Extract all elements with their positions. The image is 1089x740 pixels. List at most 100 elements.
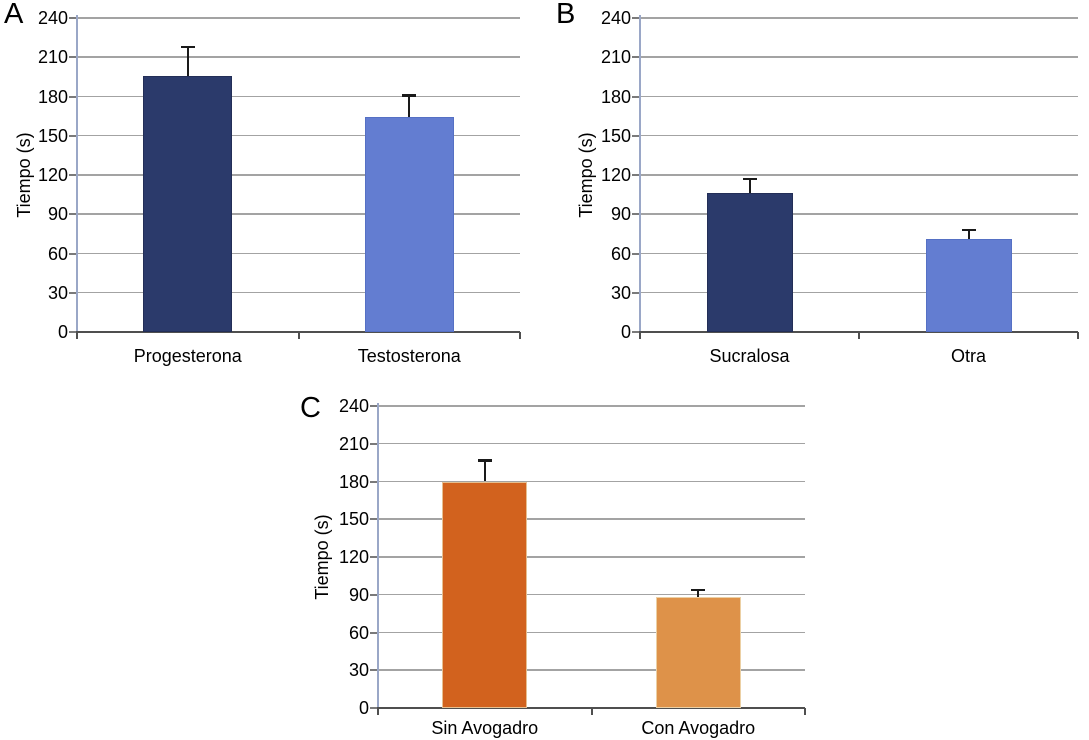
- error-bar-cap-testosterona: [402, 94, 417, 97]
- y-tick-label: 30: [47, 282, 68, 303]
- y-tick-label: 120: [600, 165, 631, 185]
- panel-label-c: C: [300, 392, 321, 424]
- y-tick-label: 210: [338, 433, 369, 454]
- gridline: [640, 17, 1078, 19]
- y-tick-mark: [69, 17, 77, 19]
- y-tick-label: 150: [600, 125, 631, 146]
- y-tick-label: 90: [610, 204, 631, 225]
- gridline: [77, 252, 520, 254]
- y-tick-label: 0: [57, 322, 68, 342]
- category-label-sin-avogadro: Sin Avogadro: [431, 718, 539, 738]
- gridline: [640, 291, 1078, 294]
- gridline: [77, 95, 520, 97]
- y-tick-label: 30: [348, 660, 369, 681]
- bar-sin-avogadro: [442, 481, 528, 708]
- y-tick-mark: [632, 95, 640, 98]
- x-tick-mark: [639, 332, 641, 339]
- error-bar-cap-progesterona: [180, 45, 195, 49]
- bar-con-avogadro: [655, 597, 741, 708]
- y-tick-label: 210: [600, 47, 631, 68]
- x-tick-mark: [590, 708, 593, 715]
- y-tick-label: 150: [338, 509, 369, 530]
- y-tick-label: 240: [338, 396, 369, 416]
- gridline: [378, 631, 805, 633]
- error-bar-cap-sucralosa: [742, 177, 757, 181]
- y-tick-mark: [632, 134, 640, 137]
- y-tick-mark: [632, 252, 640, 255]
- category-label-con-avogadro: Con Avogadro: [641, 718, 756, 738]
- y-tick-label: 240: [37, 8, 68, 28]
- y-tick-label: 180: [600, 86, 631, 107]
- y-tick-mark: [370, 707, 378, 709]
- gridline: [640, 252, 1078, 254]
- y-tick-label: 90: [348, 584, 369, 605]
- gridline: [77, 134, 520, 137]
- panel-label-a: A: [4, 0, 24, 30]
- y-tick-label: 0: [620, 322, 631, 342]
- y-tick-mark: [69, 331, 77, 333]
- y-axis-line: [76, 15, 78, 332]
- y-tick-mark: [370, 518, 378, 521]
- bar-testosterona: [364, 117, 454, 332]
- gridline: [77, 56, 520, 58]
- bar-otra: [925, 239, 1012, 332]
- y-tick-mark: [370, 405, 378, 407]
- error-bar-line-progesterona: [186, 46, 189, 76]
- y-tick-mark: [632, 17, 640, 19]
- y-tick-mark: [632, 213, 640, 216]
- error-bar-cap-otra: [961, 228, 976, 232]
- gridline: [378, 556, 805, 558]
- gridline: [378, 442, 805, 445]
- x-tick-mark: [297, 332, 300, 339]
- y-axis-line: [639, 15, 641, 332]
- error-bar-line-sin-avogadro: [483, 460, 486, 482]
- y-tick-label: 90: [47, 204, 68, 225]
- x-tick-mark: [1077, 332, 1079, 339]
- gridline: [378, 405, 805, 407]
- bar-sucralosa: [706, 193, 793, 332]
- category-label-sucralosa: Sucralosa: [709, 346, 790, 366]
- gridline: [640, 95, 1078, 97]
- error-bar-cap-con-avogadro: [691, 588, 706, 592]
- gridline: [640, 134, 1078, 137]
- y-tick-mark: [632, 291, 640, 294]
- x-tick-mark: [76, 332, 78, 339]
- error-bar-line-sucralosa: [748, 178, 751, 194]
- y-tick-label: 30: [610, 282, 631, 303]
- gridline: [77, 17, 520, 19]
- bar-progesterona: [143, 75, 233, 332]
- error-bar-cap-sin-avogadro: [477, 459, 492, 462]
- error-bar-line-otra: [967, 229, 970, 240]
- error-bar-line-con-avogadro: [697, 589, 700, 598]
- y-tick-label: 240: [600, 8, 631, 28]
- y-tick-label: 120: [338, 547, 369, 567]
- y-tick-label: 150: [37, 125, 68, 146]
- x-tick-mark: [377, 708, 379, 715]
- y-tick-mark: [69, 56, 77, 59]
- y-tick-mark: [370, 480, 378, 483]
- y-tick-label: 120: [37, 165, 68, 185]
- y-tick-mark: [370, 442, 378, 445]
- category-label-otra: Otra: [950, 346, 986, 366]
- y-tick-label: 60: [610, 243, 631, 264]
- y-tick-mark: [69, 174, 77, 176]
- gridline: [77, 291, 520, 294]
- y-tick-label: 60: [348, 622, 369, 643]
- error-bar-line-testosterona: [408, 95, 411, 118]
- gridline: [378, 518, 805, 520]
- y-tick-label: 60: [47, 243, 68, 264]
- gridline: [378, 480, 805, 482]
- y-tick-mark: [370, 631, 378, 634]
- y-tick-mark: [370, 669, 378, 672]
- y-axis-line: [377, 403, 379, 708]
- y-tick-mark: [69, 291, 77, 294]
- category-label-progesterona: Progesterona: [133, 346, 242, 366]
- category-label-testosterona: Testosterona: [357, 346, 461, 366]
- gridline: [77, 174, 520, 176]
- gridline: [640, 174, 1078, 176]
- x-tick-mark: [858, 332, 860, 339]
